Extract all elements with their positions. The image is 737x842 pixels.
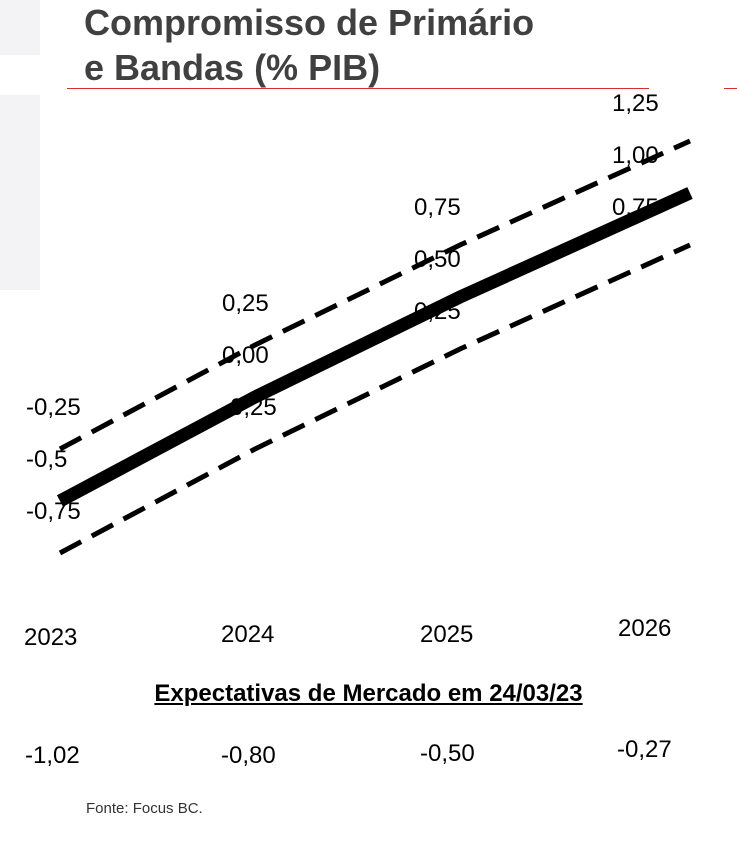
title-underline [67,88,649,89]
x-tick-2024: 2024 [221,621,274,648]
data-label-s3-2026: 0,75 [612,194,659,221]
source-note: Fonte: Focus BC. [86,800,203,817]
data-label-s1-2023: -0,25 [26,394,81,421]
data-label-s3-2024: -0,25 [222,394,277,421]
data-label-s2-2026: 1,00 [612,142,659,169]
series-lines [56,138,693,556]
market-value-2025: -0,50 [420,740,475,767]
market-value-2026: -0,27 [617,736,672,763]
data-label-s3-2025: 0,25 [414,298,461,325]
data-label-s2-2023: -0,5 [26,446,67,473]
data-label-s1-2026: 1,25 [612,90,659,117]
title-underline-stub [724,88,737,89]
data-label-s3-2023: -0,75 [26,498,81,525]
market-value-2023: -1,02 [25,742,80,769]
data-labels: -0,25 0,25 0,75 1,25 -0,5 0,00 0,50 1,00 -0,75 -0… [26,90,659,525]
background-shape-top [0,0,40,55]
x-tick-2026: 2026 [618,615,671,642]
series-line-1 [58,138,692,452]
data-label-s2-2024: 0,00 [222,342,269,369]
x-axis-tick-labels: 2023 2024 2025 2026 [24,615,671,651]
data-label-s2-2025: 0,50 [414,246,461,273]
data-label-s1-2024: 0,25 [222,290,269,317]
primary-balance-chart: -0,25 0,25 0,75 1,25 -0,5 0,00 0,50 1,00 -0,75 -0… [24,90,693,651]
x-tick-2023: 2023 [24,624,77,651]
series-line-3 [58,242,692,556]
series-line-2 [56,187,693,507]
background-shape-left [0,95,40,290]
market-expectations-heading: Expectativas de Mercado em 24/03/23 [154,680,583,707]
title-line-2: e Bandas (% PIB) [84,47,381,88]
x-tick-2025: 2025 [420,621,473,648]
market-value-2024: -0,80 [221,742,276,769]
page-title: Compromisso de Primário e Bandas (% PIB) [84,0,534,90]
data-label-s1-2025: 0,75 [414,194,461,221]
title-line-1: Compromisso de Primário [84,2,535,43]
